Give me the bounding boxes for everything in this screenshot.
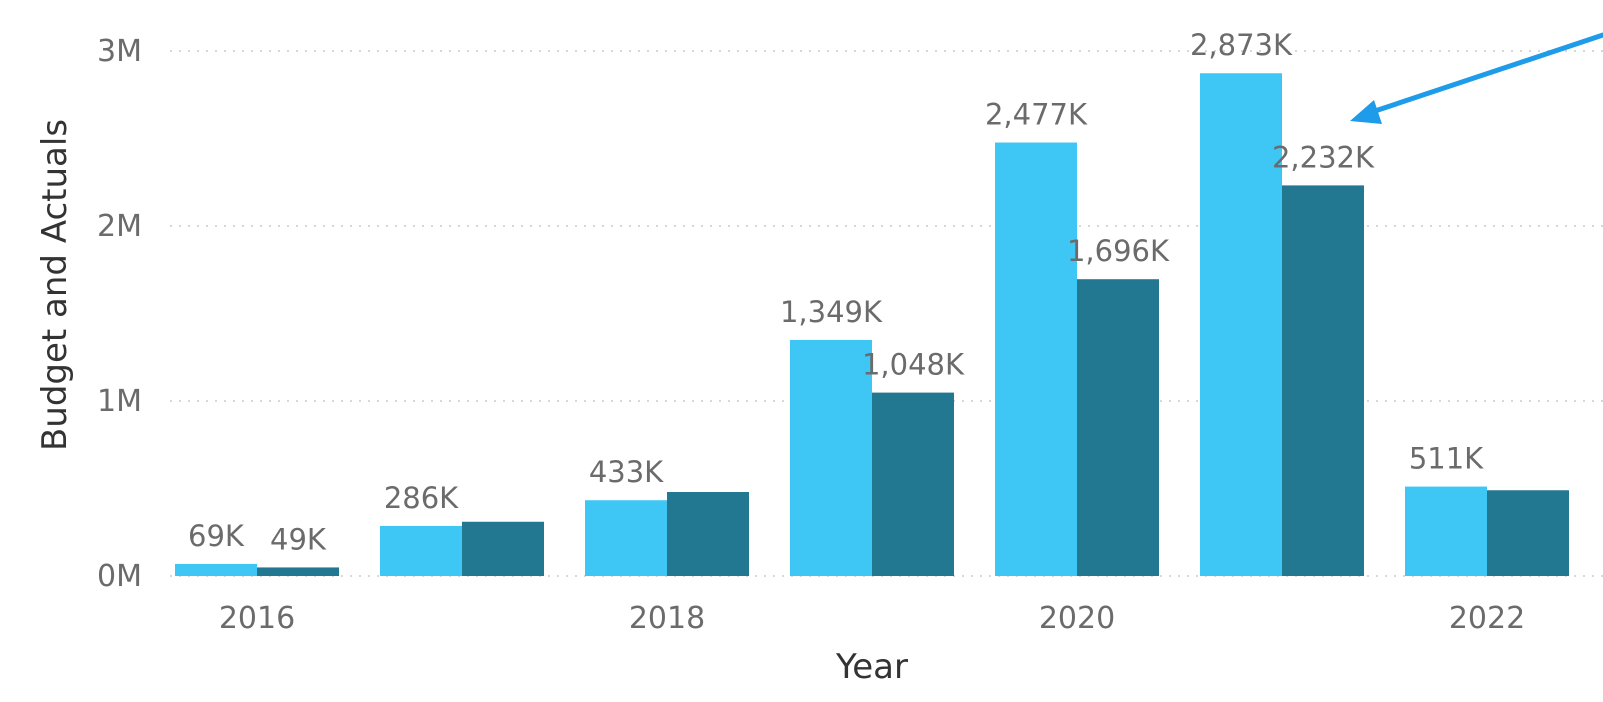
arrow-shaft — [1369, 32, 1603, 115]
data-label: 286K — [384, 481, 459, 515]
bar-2018-series-2 — [667, 492, 749, 576]
y-tick-label: 3M — [97, 34, 142, 69]
bar-2021-series-1 — [1200, 73, 1282, 576]
data-label: 49K — [270, 522, 327, 556]
data-label: 2,232K — [1272, 140, 1375, 174]
y-tick-label: 2M — [97, 209, 142, 244]
bar-2020-series-2 — [1077, 279, 1159, 576]
x-tick-label: 2016 — [219, 601, 295, 636]
bar-2016-series-1 — [175, 563, 257, 576]
x-tick-label: 2020 — [1039, 601, 1115, 636]
y-tick-label: 0M — [97, 559, 142, 594]
bar-2022-series-1 — [1405, 486, 1487, 576]
data-label: 69K — [188, 519, 245, 553]
x-tick-label: 2018 — [629, 601, 705, 636]
data-label: 2,477K — [985, 98, 1088, 132]
bars — [175, 73, 1569, 576]
arrow-head — [1350, 100, 1382, 124]
bar-2021-series-2 — [1282, 185, 1364, 576]
bar-2018-series-1 — [585, 500, 667, 576]
data-label: 511K — [1409, 442, 1484, 476]
data-label: 1,696K — [1067, 234, 1170, 268]
data-label: 1,048K — [862, 348, 965, 382]
bar-2019-series-2 — [872, 392, 954, 576]
annotation-arrow — [1350, 32, 1603, 124]
bar-2017-series-1 — [380, 525, 462, 576]
data-label: 2,873K — [1190, 28, 1293, 62]
bar-2020-series-1 — [995, 142, 1077, 576]
bar-2019-series-1 — [790, 339, 872, 576]
x-axis-title: Year — [835, 647, 908, 687]
y-axis-title: Budget and Actuals — [35, 119, 75, 451]
bar-2022-series-2 — [1487, 490, 1569, 576]
data-label: 1,349K — [780, 295, 883, 329]
data-labels: 69K 49K 286K 433K 1,349K 1,048K 2,477K 1,696K 2,… — [188, 28, 1484, 556]
data-label: 433K — [589, 455, 664, 489]
bar-2016-series-2 — [257, 567, 339, 576]
y-axis-ticks: 0M 1M 2M 3M — [97, 34, 142, 594]
y-tick-label: 1M — [97, 384, 142, 419]
bar-2017-series-2 — [462, 521, 544, 576]
x-tick-label: 2022 — [1449, 601, 1525, 636]
x-axis-ticks: 2016 2018 2020 2022 — [219, 601, 1525, 636]
